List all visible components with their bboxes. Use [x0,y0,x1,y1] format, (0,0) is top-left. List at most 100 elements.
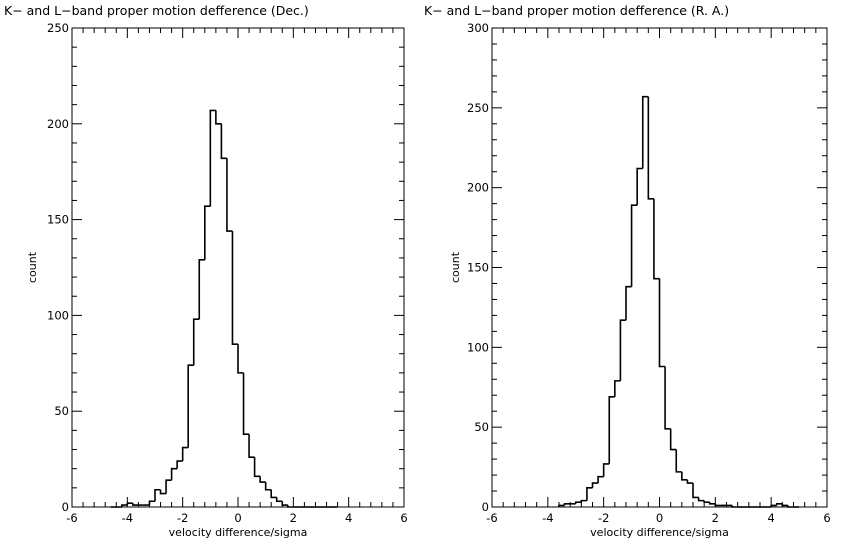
x-axis-label: velocity difference/sigma [590,526,729,539]
histogram-bin [787,505,794,508]
histogram-bin [270,489,277,499]
histogram-bin [176,460,183,469]
histogram-bin [708,502,716,505]
histogram-bin [675,449,682,473]
x-tick-label: -2 [177,511,188,525]
histogram-bin [198,259,205,320]
histogram-bin [614,380,621,397]
histogram-bin [630,204,638,287]
x-tick-label: -4 [542,511,553,525]
histogram-bin [220,123,227,160]
histogram-bin [253,457,261,478]
histogram-bin [281,501,288,506]
histogram-bin [697,497,705,502]
histogram-bin [226,158,233,232]
histogram-bin [159,489,167,495]
histogram-bins [110,109,338,508]
y-tick-label: 200 [467,181,489,195]
histogram-bin [591,482,599,488]
histogram-bin [170,467,178,481]
y-axis-label: count [26,251,39,283]
histogram-bin [608,396,615,464]
histogram-bin [231,231,238,345]
x-tick-label: -6 [66,511,77,525]
y-tick-label: 200 [47,117,69,131]
histogram-bin [215,110,222,125]
histogram-bin [586,487,593,501]
x-axis-label: velocity difference/sigma [169,526,308,539]
histogram-bin [781,503,788,507]
plot-frame [491,27,828,508]
y-tick-label: 150 [467,261,489,275]
histogram-bin [558,504,565,507]
histogram-bin [580,499,587,503]
histogram-bin [658,278,666,368]
histogram-bin [641,95,649,169]
plot-frame [71,27,405,508]
histogram-bin [619,319,626,381]
histogram-bin [775,503,783,506]
histogram-bin [692,483,699,499]
chart-panel-2: K− and L−band proper motion defference (… [424,3,831,539]
histogram-bin [703,500,710,504]
y-tick-label: 300 [467,21,489,35]
histogram-bin [248,434,255,458]
x-tick-label: -6 [486,511,497,525]
x-tick-label: -4 [122,511,133,525]
x-tick-label: 4 [345,511,352,525]
histogram-bin [204,205,211,260]
histogram-bin [165,479,172,494]
histogram-bin [121,504,128,507]
y-tick-label: 0 [62,500,69,514]
x-tick-label: -2 [598,511,609,525]
x-tick-label: 0 [234,511,241,525]
x-tick-label: 2 [290,511,297,525]
y-axis-label: count [449,251,462,283]
chart-panel-1: K− and L−band proper motion defference (… [4,3,408,539]
histogram-bin [259,476,266,483]
histogram-bin [686,479,693,484]
histogram-bin [154,488,161,502]
chart-title: K− and L−band proper motion defference (… [4,3,309,18]
y-tick-label: 250 [47,21,69,35]
x-tick-label: 2 [712,511,719,525]
histogram-bin [669,428,677,451]
x-tick-label: 4 [768,511,775,525]
histogram-bin [574,501,582,504]
histogram-bin [636,167,643,206]
histogram-bin [563,503,571,506]
histogram-bin [647,96,654,200]
histogram-bin [187,364,194,448]
histogram-bin [731,505,738,508]
histogram-bin [132,503,139,506]
x-tick-label: 0 [656,511,663,525]
histogram-bin [714,503,721,507]
histogram-bin [625,285,632,321]
histogram-bin [287,505,294,508]
histogram-bin [664,366,671,430]
histogram-bin [602,463,610,477]
histogram-bins [558,95,800,508]
histogram-bin [181,446,189,462]
y-tick-label: 100 [467,340,489,354]
histogram-bin [209,109,216,207]
histogram-bin [770,504,777,507]
y-tick-label: 250 [467,101,489,115]
histogram-bin [681,471,688,481]
histogram-bin [126,502,133,506]
histogram-bin [275,497,283,503]
y-tick-label: 100 [47,308,69,322]
y-tick-label: 50 [54,404,69,418]
y-tick-label: 0 [482,500,489,514]
x-tick-label: 6 [400,511,407,525]
histogram-bin [653,198,660,280]
histogram-bin [597,475,604,484]
histogram-bin [192,318,200,366]
x-tick-label: 6 [823,511,830,525]
histogram-bin [237,344,244,374]
histogram-bin [264,482,272,491]
histogram-bin [148,500,155,506]
y-tick-label: 150 [47,213,69,227]
chart-title: K− and L−band proper motion defference (… [424,3,729,18]
